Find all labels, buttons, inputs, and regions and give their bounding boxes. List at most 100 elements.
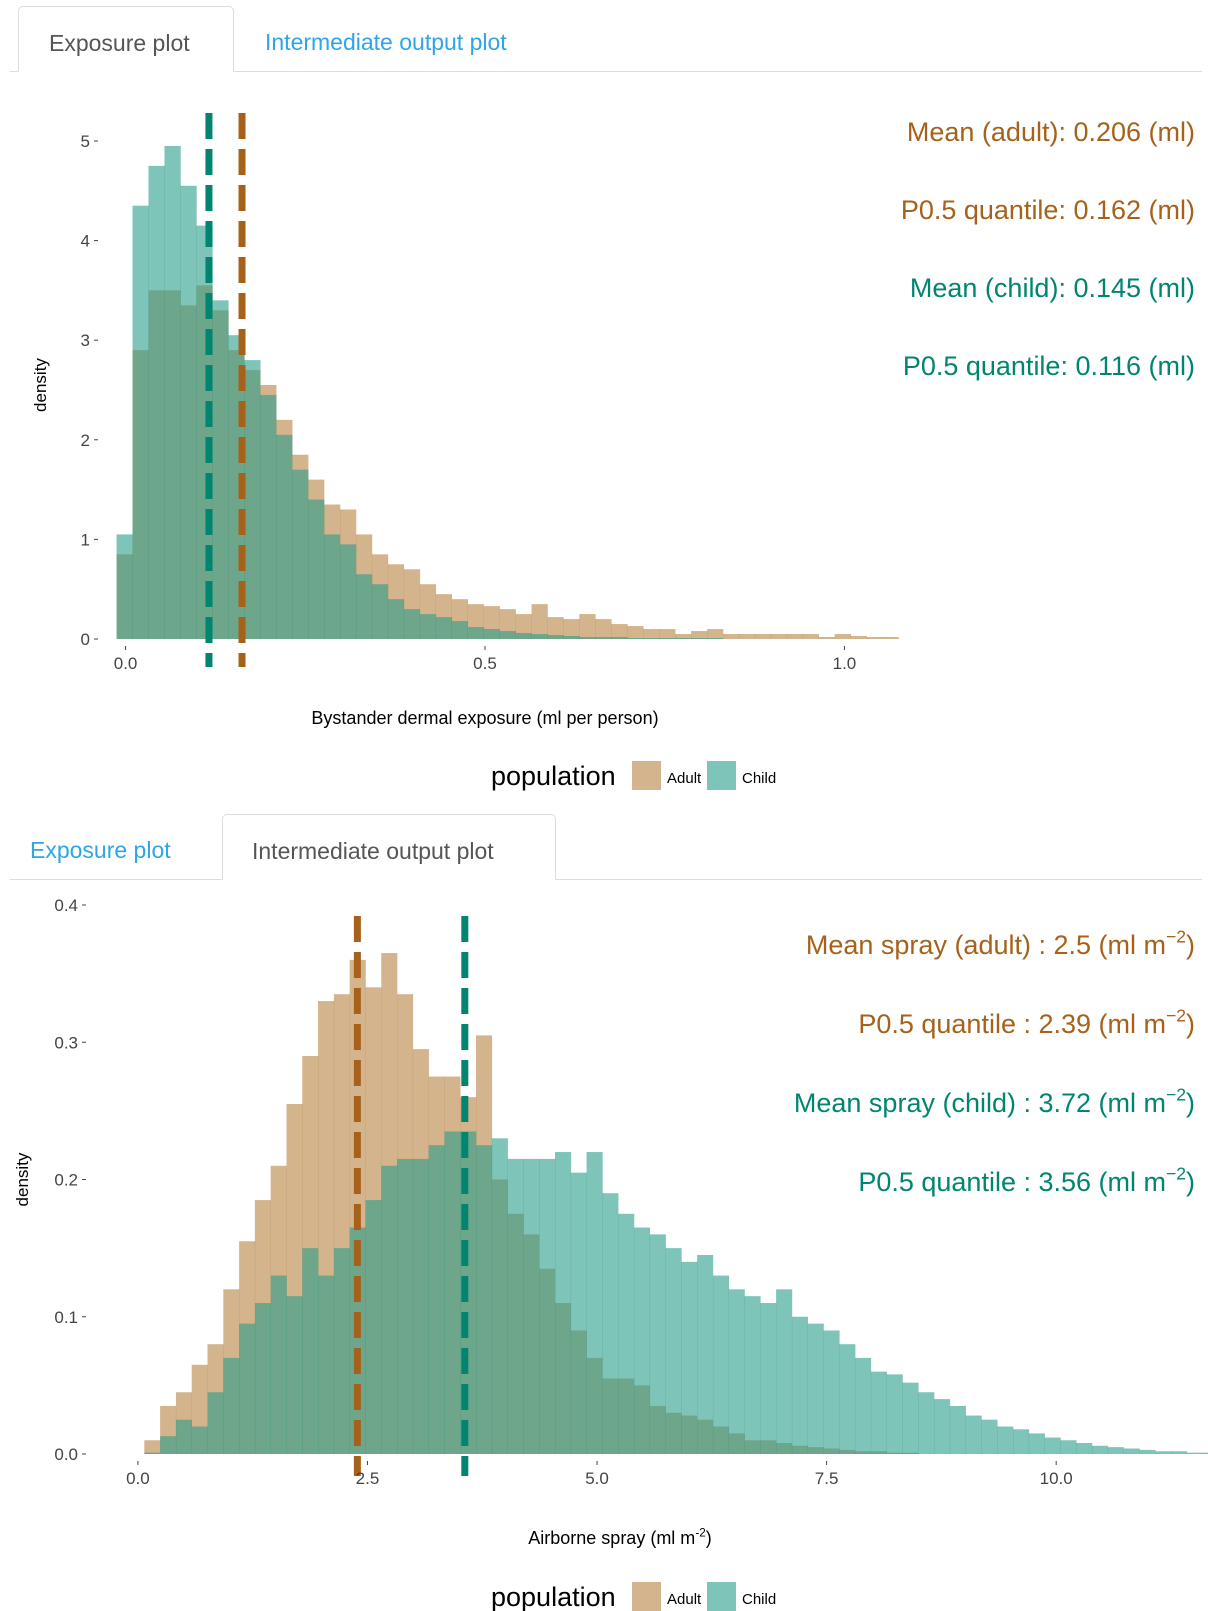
histogram-bar [691, 631, 708, 639]
legend-title: population [491, 1582, 616, 1611]
x-tick-label: 0.0 [114, 654, 138, 673]
histogram-bar [934, 1399, 951, 1454]
x-tick-label: 5.0 [585, 1469, 609, 1488]
histogram-bar [818, 637, 836, 639]
histogram-bar [1028, 1433, 1045, 1454]
legend-key-adult [632, 761, 661, 790]
y-tick-label: 0.4 [54, 896, 78, 915]
histogram-bar [349, 1227, 366, 1454]
legend-label-adult: Adult [667, 1591, 702, 1608]
histogram-bar [239, 1323, 256, 1454]
histogram-bar [523, 1158, 540, 1454]
histogram-bar [691, 638, 708, 639]
histogram-bar [902, 1382, 919, 1454]
series-child [116, 145, 724, 640]
histogram-bar [579, 614, 596, 639]
histogram-bar [419, 614, 437, 639]
tab-divider [10, 879, 1202, 880]
histogram-bar [435, 617, 453, 639]
legend-label-child: Child [742, 770, 776, 787]
histogram-bar [633, 1227, 651, 1454]
histogram-bar [1186, 1452, 1203, 1454]
histogram-bar [476, 1145, 493, 1454]
histogram-bar [563, 636, 580, 639]
histogram-bar [675, 634, 692, 639]
histogram-bar [491, 1138, 508, 1454]
y-tick-label: 3 [81, 331, 90, 350]
histogram-bar [754, 634, 772, 639]
histogram-bar [579, 637, 596, 639]
tab-exposure-plot[interactable]: Exposure plot [30, 837, 171, 863]
histogram-bar [286, 1296, 303, 1454]
legend: population Adult Child [491, 1582, 776, 1611]
histogram-bar [760, 1303, 777, 1454]
x-tick-label: 0.5 [473, 654, 497, 673]
annotation-label: Mean (adult): 0.206 (ml) [907, 117, 1195, 147]
annotation-label: P0.5 quantile: 0.162 (ml) [901, 195, 1195, 225]
histogram-bar [196, 225, 213, 640]
histogram-bar [148, 165, 165, 640]
tab-bar-bottom: Exposure plot Intermediate output plot [0, 808, 1208, 880]
histogram-bar [870, 1371, 887, 1454]
histogram-bar [547, 617, 564, 639]
tab-intermediate-output-plot[interactable]: Intermediate output plot [265, 29, 507, 55]
histogram-bar [665, 1248, 682, 1454]
histogram-bar [866, 637, 883, 639]
histogram-bar [180, 185, 197, 640]
histogram-bar [175, 1419, 193, 1454]
histogram-bar [212, 300, 229, 639]
tab-intermediate-output-plot[interactable]: Intermediate output plot [222, 814, 556, 880]
histogram-bar [333, 1248, 350, 1454]
histogram-bar [627, 626, 644, 639]
histogram-bar [515, 614, 532, 639]
histogram-bar [1044, 1437, 1061, 1454]
histogram-bar [499, 631, 516, 639]
histogram-bar [515, 633, 532, 639]
histogram-bar [116, 534, 133, 639]
histogram-bar [244, 360, 261, 639]
histogram-bar [381, 1165, 398, 1454]
histogram-bar [132, 205, 149, 640]
histogram-bar [643, 629, 660, 639]
histogram-bar [387, 599, 405, 639]
y-tick-label: 0.2 [54, 1171, 78, 1190]
histogram-bar [723, 634, 740, 639]
y-tick-label: 0 [81, 630, 90, 649]
annotation-label: P0.5 quantile : 3.56 (ml m−2) [858, 1164, 1195, 1197]
y-tick-label: 1 [81, 530, 90, 549]
airborne-spray-histogram-chart: 0.0 0.1 0.2 0.3 0.4 0.0 2.5 5.0 7.5 10.0 density Ai… [13, 896, 1208, 1611]
histogram-bar [397, 1158, 414, 1454]
legend: population Adult Child [491, 761, 776, 791]
histogram-bar [144, 1452, 161, 1454]
histogram-bar [595, 619, 612, 639]
tab-divider [10, 71, 1202, 72]
histogram-bar [1139, 1449, 1156, 1454]
histogram-bar [1060, 1440, 1077, 1454]
histogram-bar [839, 1344, 856, 1454]
histogram-bar [770, 634, 788, 639]
x-axis-label: Airborne spray (ml m-2) [528, 1526, 711, 1548]
histogram-bar [595, 637, 612, 639]
histogram-bar [547, 635, 564, 639]
y-tick-label: 2 [81, 431, 90, 450]
histogram-bar [324, 534, 341, 639]
histogram-bar [554, 1152, 572, 1454]
annotation-label: Mean spray (child) : 3.72 (ml m−2) [794, 1085, 1195, 1118]
histogram-bar [997, 1426, 1014, 1454]
legend-label-adult: Adult [667, 770, 702, 787]
histogram-bar [728, 1289, 745, 1454]
histogram-bar [531, 634, 548, 639]
histogram-bar [302, 1248, 319, 1454]
y-axis-label: density [13, 1152, 32, 1206]
histogram-bar [412, 1158, 429, 1454]
x-tick-label: 10.0 [1040, 1469, 1073, 1488]
histogram-bar [643, 638, 660, 639]
x-tick-label: 0.0 [126, 1469, 150, 1488]
histogram-bar [223, 1357, 240, 1454]
histogram-bar [712, 1275, 730, 1454]
histogram-bar [451, 621, 468, 639]
histogram-bar [1155, 1451, 1172, 1454]
histogram-bar [292, 469, 309, 639]
tab-exposure-plot[interactable]: Exposure plot [18, 6, 234, 72]
histogram-bar [611, 637, 628, 639]
